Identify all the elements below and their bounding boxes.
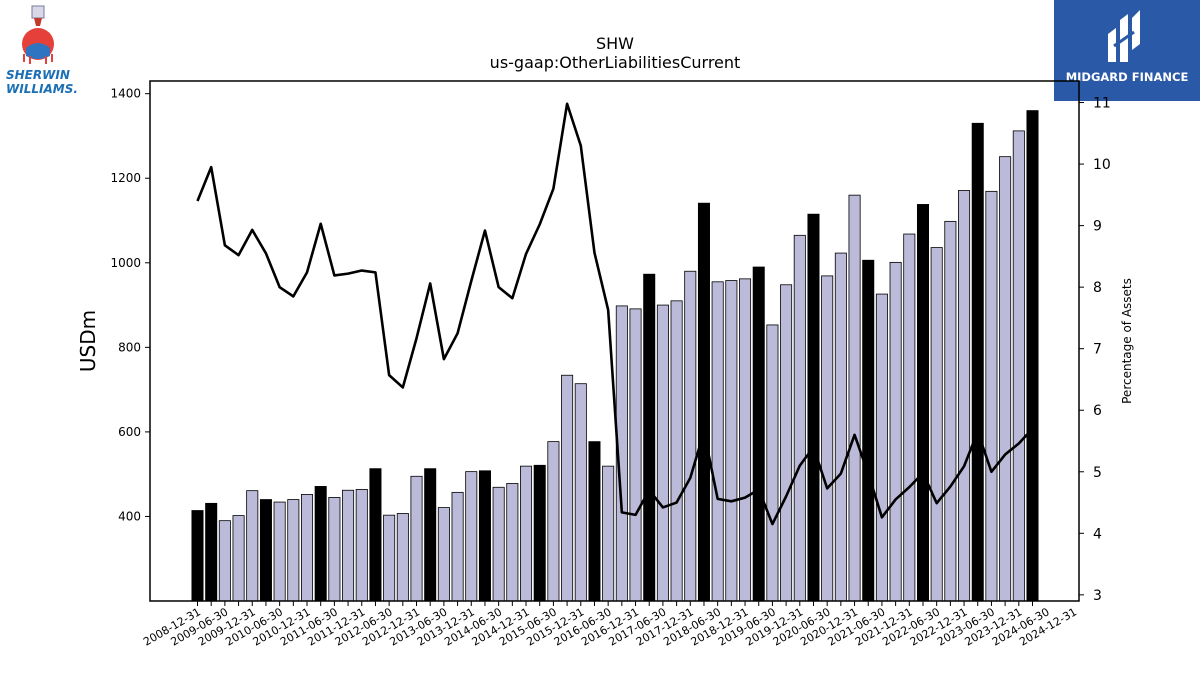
bar <box>259 499 272 602</box>
bar <box>465 471 478 602</box>
y2-tick-label: 6 <box>1093 403 1102 419</box>
bar <box>725 280 738 602</box>
bar <box>739 278 752 602</box>
bar <box>520 465 533 602</box>
bar <box>506 483 519 602</box>
bar <box>588 441 601 602</box>
bar <box>944 220 957 602</box>
bar <box>848 194 861 602</box>
y2-tick-label: 5 <box>1093 465 1102 481</box>
chart-subtitle: us-gaap:OtherLiabilitiesCurrent <box>490 53 741 72</box>
bar <box>547 441 560 602</box>
y-tick-label: 1000 <box>110 256 141 270</box>
line-series <box>196 102 1034 526</box>
y-tick-label: 600 <box>118 425 141 439</box>
y-tick-label: 800 <box>118 340 141 354</box>
brand-line-2: WILLIAMS. <box>6 82 78 96</box>
brand-wordmark: SHERWIN WILLIAMS. <box>6 68 78 96</box>
bar <box>300 494 314 602</box>
bar <box>656 304 669 602</box>
bar <box>410 475 423 602</box>
y2-tick-label: 10 <box>1093 157 1111 173</box>
bar <box>561 374 574 602</box>
midgard-mark-icon <box>1108 10 1140 62</box>
bar <box>342 489 355 602</box>
y2-axis-label: Percentage of Assets <box>1120 278 1134 404</box>
y-axis-right: 3 4 5 6 7 8 9 10 11 <box>1079 96 1111 604</box>
percentage-line <box>196 102 1034 526</box>
bar <box>752 266 765 602</box>
bar <box>1026 110 1039 602</box>
cover-the-earth-icon <box>22 5 54 64</box>
bar <box>396 513 409 602</box>
y2-tick-label: 3 <box>1093 588 1102 604</box>
bar <box>355 488 368 602</box>
bar <box>697 202 710 602</box>
bar <box>834 252 847 602</box>
bar <box>766 324 779 602</box>
plot-frame <box>149 80 1080 602</box>
bar <box>930 247 943 602</box>
brand-line-1: SHERWIN <box>6 68 70 82</box>
bar <box>821 275 834 602</box>
bar <box>246 490 259 602</box>
bar <box>602 465 615 602</box>
bar <box>314 486 327 602</box>
bar <box>670 300 683 602</box>
bar <box>958 190 971 602</box>
y-tick-label: 1400 <box>110 87 141 101</box>
bar <box>205 502 218 602</box>
bar <box>999 156 1012 602</box>
bar <box>492 486 505 602</box>
bar-series <box>191 110 1039 602</box>
bar <box>424 468 437 602</box>
bar <box>711 281 724 602</box>
bar <box>232 515 245 602</box>
bar <box>574 383 587 602</box>
bar <box>862 259 875 602</box>
bar <box>383 514 396 602</box>
bar <box>916 204 930 602</box>
bar <box>875 293 888 602</box>
bar <box>971 122 984 602</box>
bar <box>793 234 806 602</box>
bar <box>218 520 231 602</box>
bar <box>478 470 491 602</box>
bar <box>533 464 546 602</box>
bar <box>451 491 464 602</box>
chart-title: SHW <box>596 34 634 53</box>
bar <box>889 261 902 602</box>
bar <box>780 284 793 602</box>
y2-tick-label: 9 <box>1093 219 1102 235</box>
bar <box>903 233 916 602</box>
y2-tick-label: 7 <box>1093 342 1102 358</box>
y-tick-label: 1200 <box>110 171 141 185</box>
bar <box>629 308 642 602</box>
bar <box>643 273 656 602</box>
y2-tick-label: 4 <box>1093 526 1102 542</box>
y2-tick-label: 8 <box>1093 280 1102 296</box>
y-axis-label: USDm <box>76 310 100 372</box>
midgard-finance-name: MIDGARD FINANCE <box>1065 70 1189 84</box>
bar <box>437 507 450 602</box>
bar <box>684 270 697 602</box>
y-tick-label: 400 <box>118 509 141 523</box>
bar <box>807 213 820 602</box>
bar <box>985 190 998 602</box>
bar <box>273 501 286 602</box>
bar <box>191 510 204 602</box>
bar <box>328 497 341 602</box>
y-axis-left: 400 600 800 1000 1200 1400 <box>110 87 150 523</box>
y2-tick-label: 11 <box>1093 96 1111 112</box>
x-axis: 2008-12-312009-06-302009-12-312010-06-30… <box>141 601 1079 649</box>
sherwin-williams-logo <box>4 4 74 99</box>
bar <box>287 499 300 602</box>
bar <box>369 468 382 602</box>
bar <box>1012 130 1025 602</box>
